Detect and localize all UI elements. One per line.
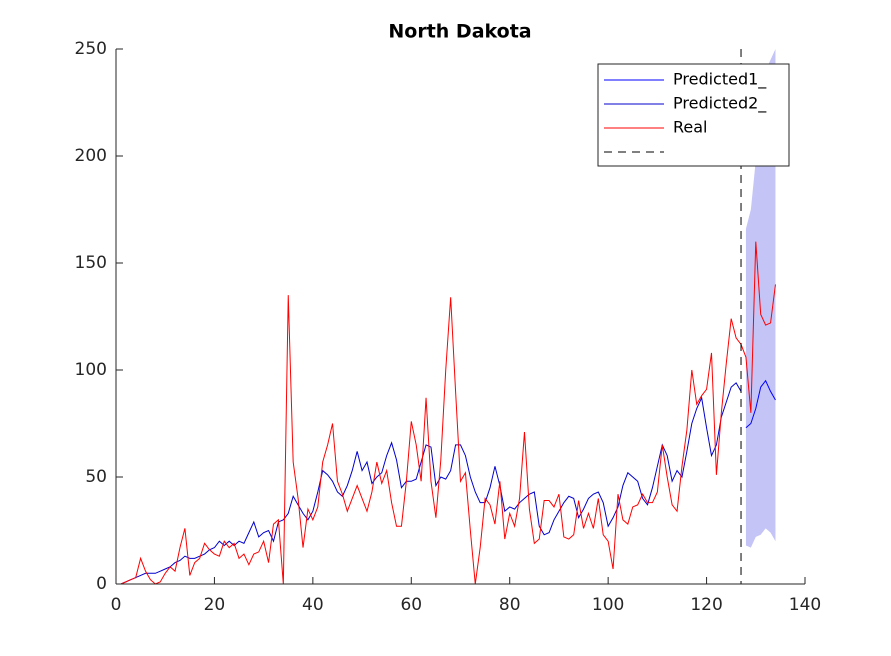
x-tick-label: 120 bbox=[690, 595, 722, 615]
legend-box bbox=[597, 63, 790, 167]
y-tick-label: 200 bbox=[75, 146, 107, 166]
series-line bbox=[120, 382, 742, 584]
x-tick-label: 80 bbox=[499, 595, 521, 615]
x-tick-label: 100 bbox=[592, 595, 624, 615]
x-tick-label: 60 bbox=[400, 595, 422, 615]
chart-title: North Dakota bbox=[388, 21, 531, 43]
y-tick-label: 50 bbox=[85, 467, 107, 487]
series-line bbox=[745, 379, 776, 429]
x-tick-label: 40 bbox=[302, 595, 324, 615]
legend-label: Real bbox=[673, 118, 708, 137]
legend: Predicted1_ Predicted2_ Real bbox=[597, 63, 790, 167]
x-tick-label: 0 bbox=[111, 595, 122, 615]
x-tick-label: 140 bbox=[789, 595, 821, 615]
axes: 0 20 40 60 80 100 120 140 0 50 100 150 200 250 bbox=[75, 39, 822, 615]
y-tick-label: 0 bbox=[96, 574, 107, 594]
y-tick-label: 100 bbox=[75, 360, 107, 380]
legend-label: Predicted2_ bbox=[673, 94, 767, 114]
y-tick-label: 150 bbox=[75, 253, 107, 273]
y-tick-label: 250 bbox=[75, 39, 107, 59]
confidence-band bbox=[745, 49, 776, 548]
x-tick-label: 20 bbox=[204, 595, 226, 615]
series-line bbox=[120, 241, 776, 584]
legend-label: Predicted1_ bbox=[673, 70, 767, 90]
